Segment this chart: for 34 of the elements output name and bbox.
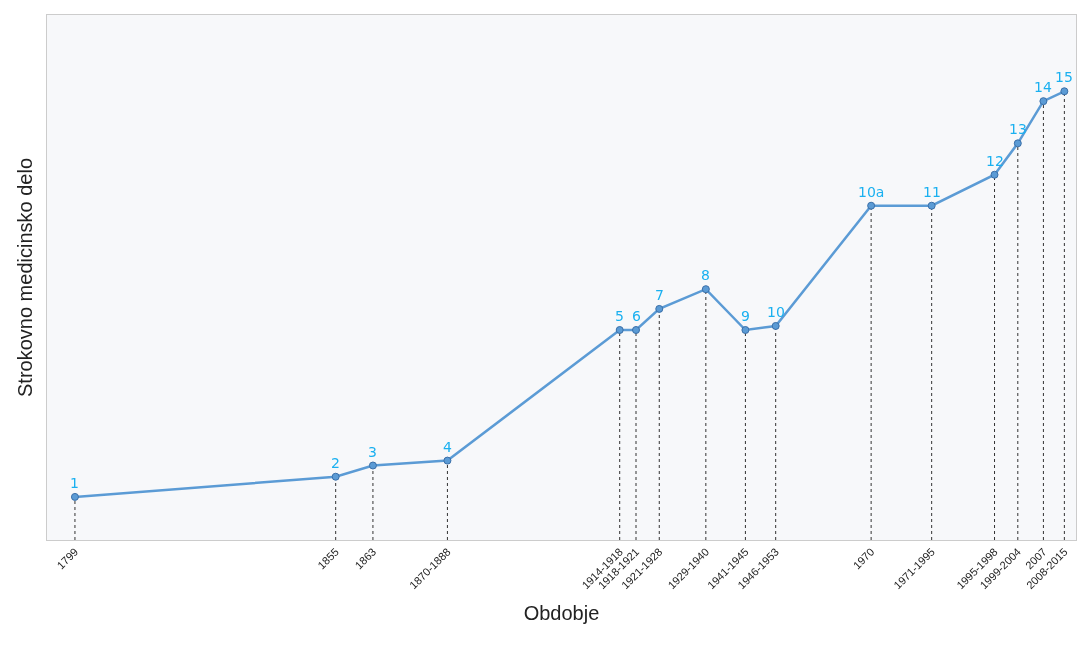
annotation: 15 <box>1055 69 1073 85</box>
point <box>443 456 452 465</box>
annotation: 6 <box>632 308 641 324</box>
point <box>701 285 710 294</box>
point <box>741 326 750 334</box>
annotation: 13 <box>1009 121 1027 137</box>
point <box>368 461 377 470</box>
point <box>1060 87 1069 96</box>
y-axis-title: Strokovno medicinsko delo <box>13 157 36 398</box>
annotation: 4 <box>443 439 452 455</box>
annotation: 8 <box>701 267 710 283</box>
annotation: 3 <box>368 444 377 460</box>
annotation: 7 <box>655 287 664 303</box>
point <box>1013 139 1022 148</box>
x-axis-title: Obdobje <box>523 601 600 624</box>
point <box>990 170 999 179</box>
point <box>655 304 664 313</box>
annotation: 11 <box>923 184 941 200</box>
point <box>331 472 340 481</box>
point <box>615 326 624 334</box>
point <box>867 201 876 210</box>
annotation: 9 <box>741 308 750 324</box>
annotation: 12 <box>986 153 1004 169</box>
point <box>927 201 936 210</box>
annotation: 14 <box>1034 79 1052 95</box>
annotation: 1 <box>70 475 79 491</box>
annotation: 2 <box>331 455 340 471</box>
point <box>771 321 780 330</box>
annotation: 5 <box>615 308 624 324</box>
annotation: 10a <box>858 184 885 200</box>
annotation: 10 <box>767 304 785 320</box>
point <box>632 326 640 334</box>
point <box>1039 97 1048 106</box>
point <box>70 492 79 501</box>
